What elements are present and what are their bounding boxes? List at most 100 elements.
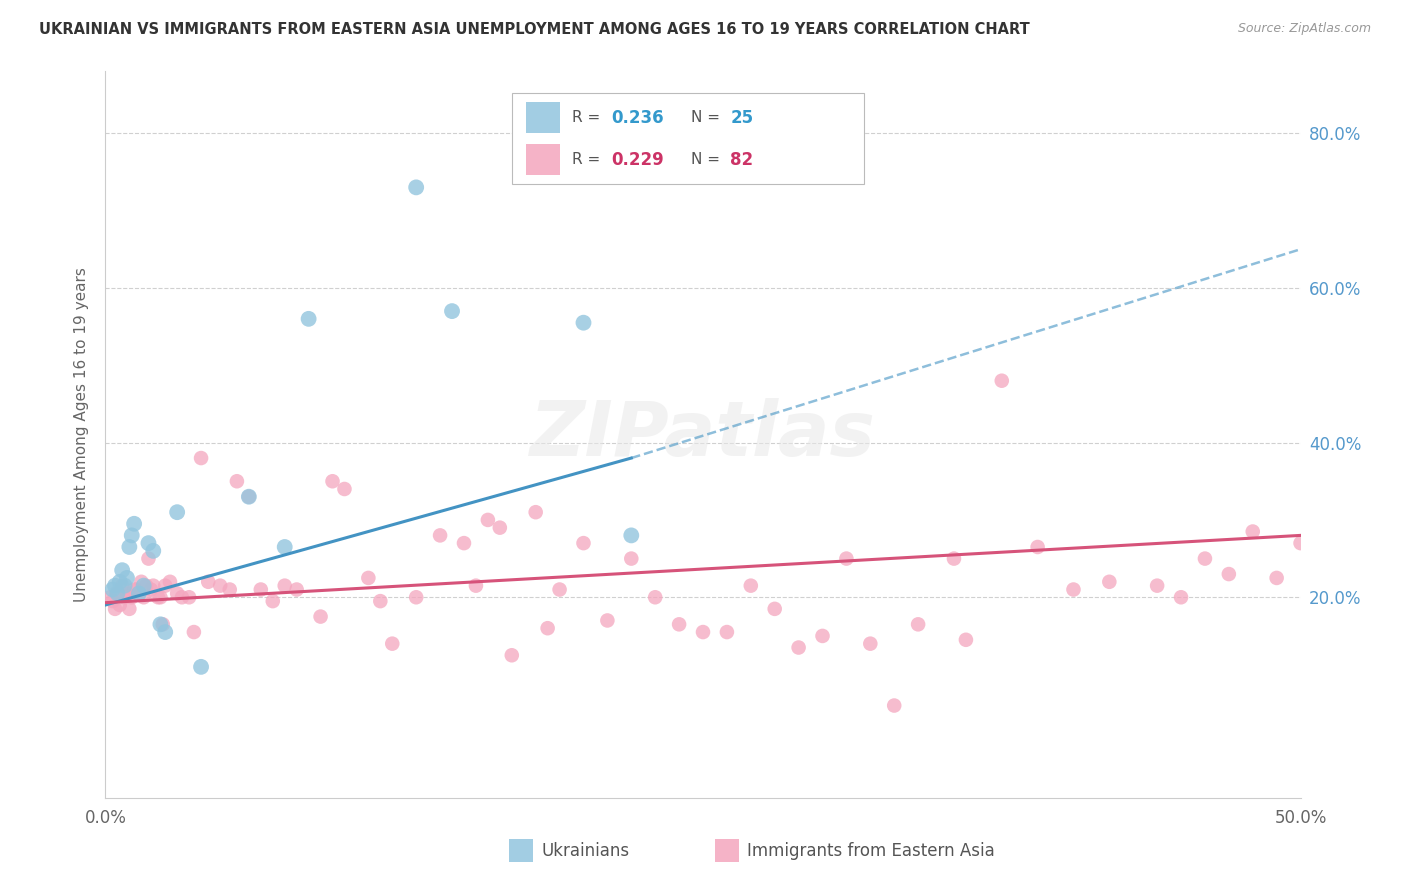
Bar — [509, 839, 533, 863]
Point — [333, 482, 356, 496]
Point — [1170, 591, 1192, 605]
Point — [149, 617, 172, 632]
Point — [159, 574, 181, 589]
Point — [128, 586, 150, 600]
Point — [114, 579, 136, 593]
Point — [1265, 571, 1288, 585]
Point — [298, 311, 321, 326]
Point — [142, 579, 165, 593]
Text: 0.236: 0.236 — [612, 109, 664, 127]
Point — [620, 551, 643, 566]
Point — [238, 490, 260, 504]
Point — [309, 609, 332, 624]
Text: 0.229: 0.229 — [612, 151, 664, 169]
Point — [405, 591, 427, 605]
Bar — [512, 93, 865, 184]
Point — [536, 621, 558, 635]
Point — [115, 586, 138, 600]
Bar — [526, 103, 560, 133]
Point — [209, 579, 232, 593]
Point — [811, 629, 834, 643]
Point — [1098, 574, 1121, 589]
Point — [128, 586, 150, 600]
Point — [101, 582, 124, 597]
Point — [1218, 567, 1240, 582]
Point — [548, 582, 571, 597]
Text: 82: 82 — [731, 151, 754, 169]
Point — [368, 594, 391, 608]
Point — [501, 648, 523, 663]
Point — [1026, 540, 1049, 554]
Point — [111, 563, 134, 577]
Point — [177, 591, 201, 605]
Point — [321, 475, 344, 489]
Point — [1194, 551, 1216, 566]
Point — [1289, 536, 1312, 550]
Point — [108, 598, 131, 612]
Point — [477, 513, 499, 527]
Text: Source: ZipAtlas.com: Source: ZipAtlas.com — [1237, 22, 1371, 36]
Text: 25: 25 — [731, 109, 754, 127]
Point — [135, 579, 157, 593]
Point — [125, 582, 148, 597]
Point — [190, 451, 212, 466]
Point — [121, 528, 143, 542]
Point — [153, 625, 177, 640]
Point — [132, 591, 155, 605]
Point — [907, 617, 929, 632]
Point — [149, 591, 172, 605]
Bar — [716, 839, 740, 863]
Point — [250, 582, 273, 597]
Point — [883, 698, 905, 713]
Point — [990, 374, 1012, 388]
Point — [138, 551, 160, 566]
Point — [524, 505, 547, 519]
Point — [835, 551, 858, 566]
Point — [138, 536, 160, 550]
Text: Ukrainians: Ukrainians — [541, 842, 630, 860]
Text: R =: R = — [572, 111, 605, 125]
Point — [644, 591, 666, 605]
Point — [453, 536, 475, 550]
Point — [129, 574, 153, 589]
Point — [942, 551, 965, 566]
Y-axis label: Unemployment Among Ages 16 to 19 years: Unemployment Among Ages 16 to 19 years — [73, 268, 89, 602]
Point — [596, 614, 619, 628]
Text: N =: N = — [692, 111, 725, 125]
Point — [763, 602, 786, 616]
Point — [740, 579, 762, 593]
Point — [166, 505, 188, 519]
Point — [1146, 579, 1168, 593]
Point — [183, 625, 205, 640]
Text: R =: R = — [572, 152, 605, 167]
Point — [107, 586, 129, 600]
Point — [464, 579, 488, 593]
Point — [620, 528, 643, 542]
Point — [152, 617, 174, 632]
Point — [218, 582, 240, 597]
Point — [440, 304, 463, 318]
Point — [572, 316, 595, 330]
Text: N =: N = — [692, 152, 725, 167]
Point — [1241, 524, 1264, 539]
Point — [405, 180, 427, 194]
Point — [122, 582, 145, 597]
Point — [118, 540, 141, 554]
Point — [429, 528, 451, 542]
Point — [101, 594, 124, 608]
Point — [285, 582, 308, 597]
Point — [139, 582, 162, 597]
Point — [166, 586, 188, 600]
Point — [118, 602, 141, 616]
Point — [273, 579, 295, 593]
Point — [668, 617, 690, 632]
Point — [716, 625, 738, 640]
Point — [108, 574, 131, 589]
Text: Immigrants from Eastern Asia: Immigrants from Eastern Asia — [747, 842, 995, 860]
Point — [114, 591, 136, 605]
Point — [225, 475, 249, 489]
Point — [104, 579, 127, 593]
Point — [238, 490, 260, 504]
Point — [153, 579, 177, 593]
Point — [107, 586, 129, 600]
